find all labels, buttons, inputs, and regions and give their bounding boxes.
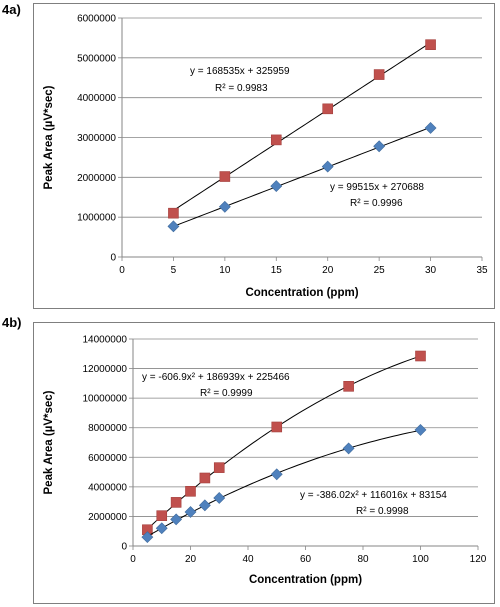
chart-4a-x-tick-label: 35 <box>476 265 488 276</box>
panel-label-a: 4a) <box>2 2 21 17</box>
chart-4a-point-diamond <box>167 220 180 233</box>
chart-4a-point-diamond <box>270 180 283 193</box>
chart-4a-y-tick-label: 2000000 <box>77 173 116 184</box>
chart-4a-y-axis-title: Peak Area (µV*sec) <box>43 85 55 189</box>
chart-4a-trendline-equation: y = 168535x + 325959 <box>190 66 290 77</box>
chart-4a-x-tick-label: 25 <box>374 265 386 276</box>
chart-4a-frame <box>33 3 495 309</box>
chart-4a-point-diamond <box>321 160 334 173</box>
chart-4a-trendline-square <box>173 42 431 211</box>
chart-4a-point-diamond <box>218 200 231 213</box>
chart-4a-y-tick-label: 4000000 <box>77 93 116 104</box>
chart-4a-y-tick-label: 1000000 <box>77 213 116 224</box>
chart-4a-point-square <box>373 69 385 80</box>
chart-4a-y-tick-label: 3000000 <box>77 133 116 144</box>
panel-label-b: 4b) <box>2 315 22 330</box>
chart-4a-x-axis-title: Concentration (ppm) <box>245 287 358 299</box>
chart-4a-trendline-equation: y = 99515x + 270688 <box>330 182 424 193</box>
chart-4a-y-tick-label: 0 <box>110 253 116 264</box>
chart-4a-point-square <box>270 134 282 146</box>
chart-4a-trendline-r2: R² = 0.9996 <box>350 198 403 209</box>
chart-4a-x-tick-label: 20 <box>322 265 334 276</box>
chart-4a-x-tick-label: 10 <box>219 265 231 276</box>
chart-4a-y-tick-label: 6000000 <box>77 14 116 25</box>
chart-4a-trendline-diamond <box>173 126 431 227</box>
chart-4a-x-tick-label: 5 <box>171 265 177 276</box>
chart-4a-y-tick-label: 5000000 <box>77 53 116 64</box>
chart-4a-x-tick-label: 15 <box>271 265 283 276</box>
chart-4a-point-diamond <box>424 122 437 134</box>
chart-4a-point-square <box>168 207 179 219</box>
chart-4a-point-square <box>322 103 334 115</box>
chart-4a-point-diamond <box>373 140 386 153</box>
chart-4a-point-square <box>425 39 436 50</box>
chart-4a-x-tick-label: 0 <box>119 265 125 276</box>
chart-4a-point-square <box>219 171 231 182</box>
chart-4a-trendline-r2: R² = 0.9983 <box>215 83 268 94</box>
chart-4a-x-tick-label: 30 <box>425 265 437 276</box>
chart-4b-frame <box>33 322 495 604</box>
